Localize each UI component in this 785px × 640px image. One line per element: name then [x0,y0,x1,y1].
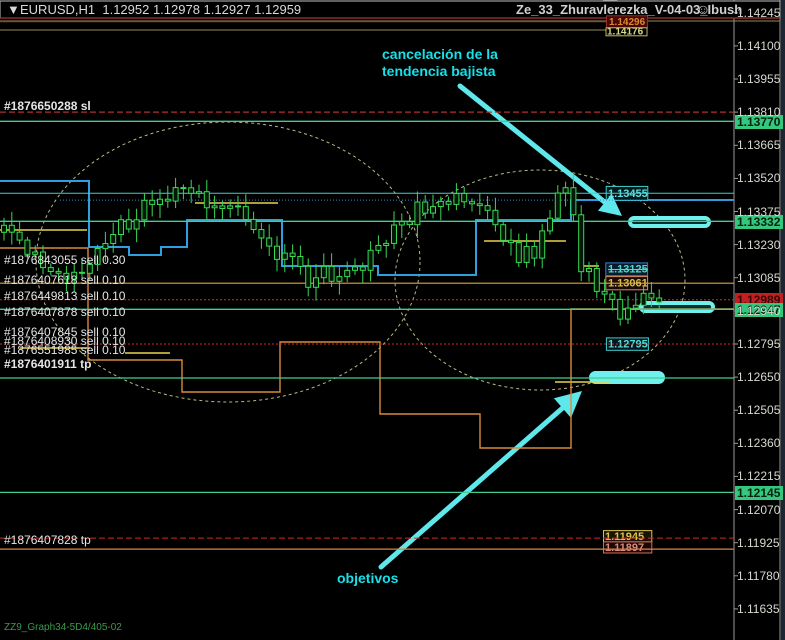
svg-text:1.13455: 1.13455 [608,188,648,200]
svg-text:1.11945: 1.11945 [605,531,644,543]
svg-text:1.11897: 1.11897 [605,542,644,554]
svg-text:1.13125: 1.13125 [608,264,648,276]
svg-text:1.14176: 1.14176 [607,27,644,38]
